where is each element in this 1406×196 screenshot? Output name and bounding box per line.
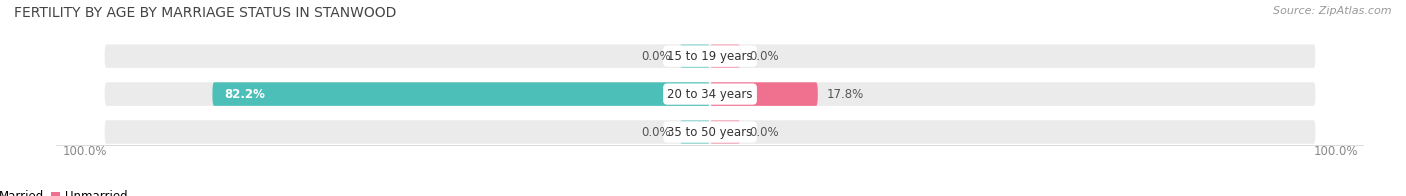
Text: 0.0%: 0.0% — [749, 125, 779, 139]
Text: 0.0%: 0.0% — [641, 125, 671, 139]
Text: FERTILITY BY AGE BY MARRIAGE STATUS IN STANWOOD: FERTILITY BY AGE BY MARRIAGE STATUS IN S… — [14, 6, 396, 20]
FancyBboxPatch shape — [104, 82, 1316, 106]
FancyBboxPatch shape — [710, 44, 741, 68]
Text: 100.0%: 100.0% — [62, 145, 107, 158]
Text: 82.2%: 82.2% — [225, 88, 266, 101]
Text: Source: ZipAtlas.com: Source: ZipAtlas.com — [1274, 6, 1392, 16]
Text: 0.0%: 0.0% — [749, 50, 779, 63]
Text: 100.0%: 100.0% — [1313, 145, 1358, 158]
FancyBboxPatch shape — [710, 82, 818, 106]
Text: 0.0%: 0.0% — [641, 50, 671, 63]
Text: 15 to 19 years: 15 to 19 years — [668, 50, 752, 63]
Text: 35 to 50 years: 35 to 50 years — [668, 125, 752, 139]
Legend: Married, Unmarried: Married, Unmarried — [0, 186, 132, 196]
FancyBboxPatch shape — [710, 120, 741, 144]
FancyBboxPatch shape — [679, 44, 710, 68]
FancyBboxPatch shape — [104, 44, 1316, 68]
Text: 17.8%: 17.8% — [827, 88, 865, 101]
FancyBboxPatch shape — [679, 120, 710, 144]
FancyBboxPatch shape — [104, 120, 1316, 144]
Text: 20 to 34 years: 20 to 34 years — [668, 88, 752, 101]
FancyBboxPatch shape — [212, 82, 710, 106]
